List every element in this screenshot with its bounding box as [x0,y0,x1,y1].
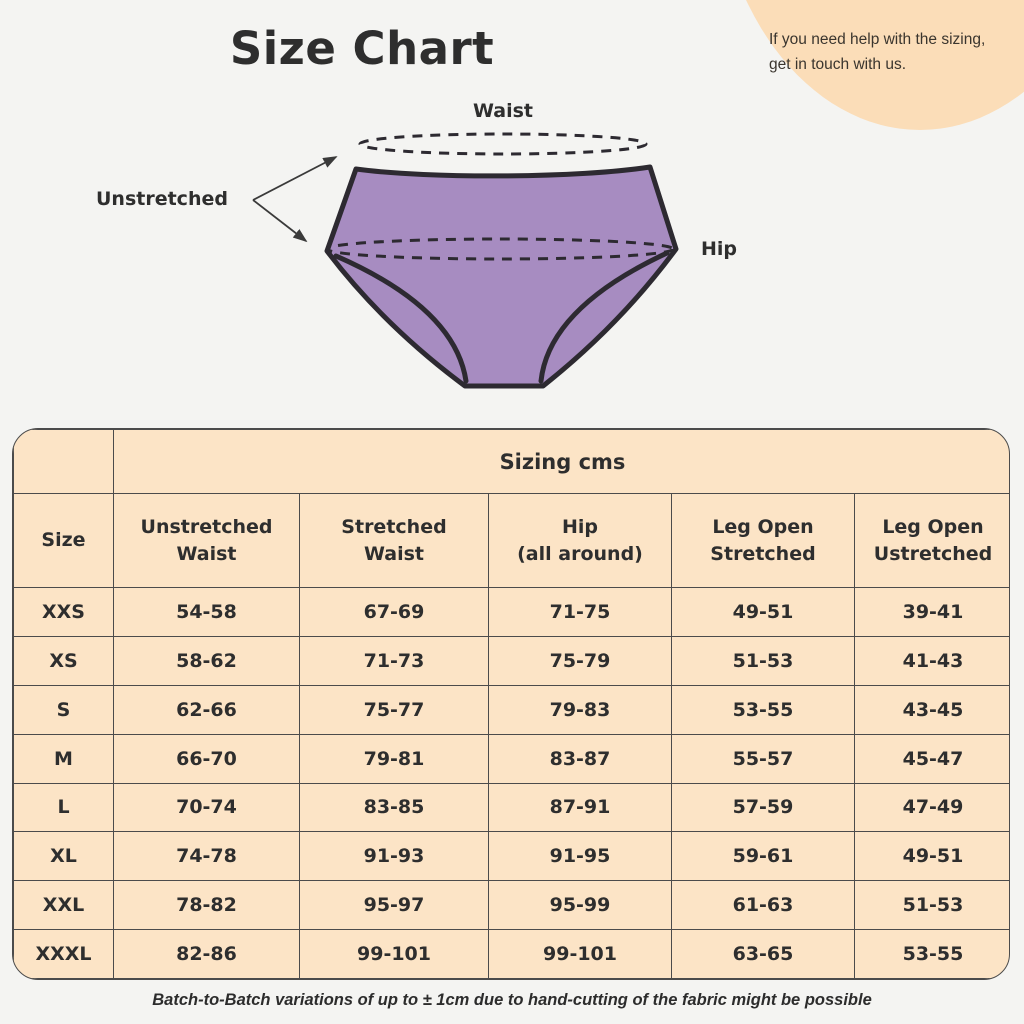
value-cell: 83-85 [299,782,489,833]
size-cell: XXL [13,880,114,931]
unstretched-label: Unstretched [96,188,228,210]
value-cell: 41-43 [854,635,1009,686]
help-note: If you need help with the sizing, get in… [769,31,986,73]
size-cell: XXXL [13,929,114,979]
value-cell: 71-75 [488,587,672,637]
value-cell: 49-51 [854,831,1009,882]
value-cell: 62-66 [113,684,300,735]
waist-measure-ellipse [358,132,648,156]
table-row: M 66-70 79-81 83-87 55-57 45-47 [13,733,1009,784]
table-row: XXXL 82-86 99-101 99-101 63-65 53-55 [13,929,1009,979]
table-row: XXL 78-82 95-97 95-99 61-63 51-53 [13,880,1009,931]
value-cell: 49-51 [671,587,855,637]
value-cell: 99-101 [488,929,672,979]
value-cell: 78-82 [113,880,300,931]
value-cell: 75-79 [488,635,672,686]
page-title: Size Chart [229,22,495,75]
value-cell: 79-81 [299,733,489,784]
sizing-table: Sizing cms Size Unstretched Waist Stretc… [13,429,1009,979]
value-cell: 58-62 [113,635,300,686]
footer-note: Batch-to-Batch variations of up to ± 1cm… [152,991,872,1009]
size-table: Sizing cms Size Unstretched Waist Stretc… [12,428,1010,980]
value-cell: 53-55 [671,684,855,735]
table-row: XXS 54-58 67-69 71-75 49-51 39-41 [13,587,1009,637]
waist-label: Waist [472,100,533,122]
value-cell: 99-101 [299,929,489,979]
value-cell: 51-53 [671,635,855,686]
size-cell: XXS [13,587,114,637]
value-cell: 70-74 [113,782,300,833]
value-cell: 71-73 [299,635,489,686]
value-cell: 79-83 [488,684,672,735]
value-cell: 95-97 [299,880,489,931]
value-cell: 83-87 [488,733,672,784]
value-cell: 75-77 [299,684,489,735]
table-row: XL 74-78 91-93 91-95 59-61 49-51 [13,831,1009,882]
value-cell: 61-63 [671,880,855,931]
col-header-leg-open-ustretched: Leg Open Ustretched [854,493,1009,588]
hip-label: Hip [701,238,738,260]
value-cell: 59-61 [671,831,855,882]
size-cell: S [13,684,114,735]
value-cell: 66-70 [113,733,300,784]
value-cell: 91-93 [299,831,489,882]
value-cell: 54-58 [113,587,300,637]
size-cell: XS [13,635,114,686]
table-row: XS 58-62 71-73 75-79 51-53 41-43 [13,635,1009,686]
value-cell: 67-69 [299,587,489,637]
value-cell: 55-57 [671,733,855,784]
value-cell: 82-86 [113,929,300,979]
value-cell: 74-78 [113,831,300,882]
group-header-row: Sizing cms [13,429,1009,494]
size-cell: M [13,733,114,784]
decorative-blob [746,0,1024,130]
value-cell: 45-47 [854,733,1009,784]
value-cell: 87-91 [488,782,672,833]
hip-measure-ellipse [325,237,675,261]
garment-shape [324,164,679,389]
value-cell: 39-41 [854,587,1009,637]
col-header-leg-open-stretched: Leg Open Stretched [671,493,855,588]
right-leg-opening-curve [538,250,670,384]
value-cell: 63-65 [671,929,855,979]
value-cell: 47-49 [854,782,1009,833]
table-row: L 70-74 83-85 87-91 57-59 47-49 [13,782,1009,833]
value-cell: 91-95 [488,831,672,882]
value-cell: 51-53 [854,880,1009,931]
blob-shape [746,0,1024,130]
value-cell: 95-99 [488,880,672,931]
col-header-stretched-waist: Stretched Waist [299,493,489,588]
col-header-hip: Hip (all around) [488,493,672,588]
table-row: S 62-66 75-77 79-83 53-55 43-45 [13,684,1009,735]
size-cell: L [13,782,114,833]
value-cell: 43-45 [854,684,1009,735]
unstretched-arrow-to-waist [252,156,338,201]
col-header-unstretched-waist: Unstretched Waist [113,493,300,588]
size-cell: XL [13,831,114,882]
left-leg-opening-curve [333,253,469,384]
value-cell: 57-59 [671,782,855,833]
col-header-size: Size [13,493,114,588]
underwear-diagram [252,132,679,389]
value-cell: 53-55 [854,929,1009,979]
empty-header-cell [13,429,114,494]
column-header-row: Size Unstretched Waist Stretched Waist H… [13,493,1009,588]
unstretched-arrow-to-hip [252,199,308,243]
table-group-header: Sizing cms [113,429,1009,494]
